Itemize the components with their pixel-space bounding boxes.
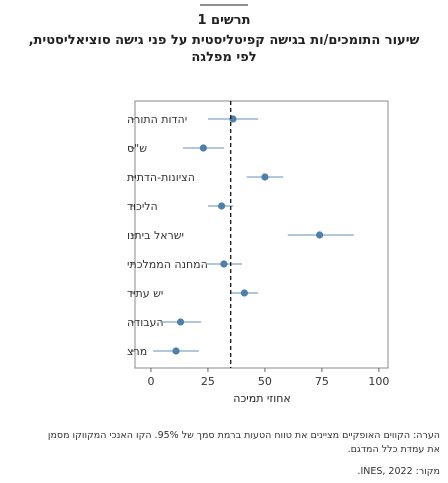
category-label-0: יהדות התורה xyxy=(127,113,187,126)
chart-title-line1: תרשים 1 xyxy=(197,13,250,28)
data-point-6 xyxy=(240,289,249,297)
chart-note-line2: את עמדת כלל המדגם. xyxy=(347,444,440,455)
category-label-3: הליכוד xyxy=(127,200,158,213)
category-label-1: ש"ס xyxy=(127,142,147,155)
category-label-2: הציונות-הדתית xyxy=(127,171,195,184)
data-point-5 xyxy=(220,260,228,268)
chart-marks: 0 25 50 75 100 יהדות התורה ש"ס הציונות-הדתית הלי… xyxy=(127,101,389,388)
category-label-8: מרצ xyxy=(127,345,147,358)
data-point-2 xyxy=(261,173,269,181)
data-point-1 xyxy=(199,144,207,152)
chart-note-line1: הערה: הקווים האופקיים מציינים את טווח הט… xyxy=(47,430,440,441)
data-point-8 xyxy=(172,347,180,355)
x-tick-label-100: 100 xyxy=(368,375,389,388)
category-label-4: ישראל ביתנו xyxy=(127,229,184,242)
chart-title-line2: שיעור התומכים/ות בגישה קפיטליסטית על פני… xyxy=(29,33,420,48)
category-label-6: יש עתיד xyxy=(127,287,163,300)
category-label-7: העבודה xyxy=(127,316,164,329)
x-tick-label-75: 75 xyxy=(315,375,329,388)
data-point-4 xyxy=(316,231,324,239)
x-axis-label: אחוזי תמיכה xyxy=(233,392,290,405)
x-tick-label-50: 50 xyxy=(258,375,272,388)
x-tick-label-25: 25 xyxy=(201,375,215,388)
data-point-3 xyxy=(218,202,226,210)
category-label-5: המחנה הממלכתי xyxy=(127,258,208,271)
chart-source: מקור: INES, 2022. xyxy=(357,466,440,477)
chart-title-line3: לפי מפלגה xyxy=(191,50,256,65)
x-tick-label-0: 0 xyxy=(147,375,154,388)
data-point-7 xyxy=(176,318,185,326)
